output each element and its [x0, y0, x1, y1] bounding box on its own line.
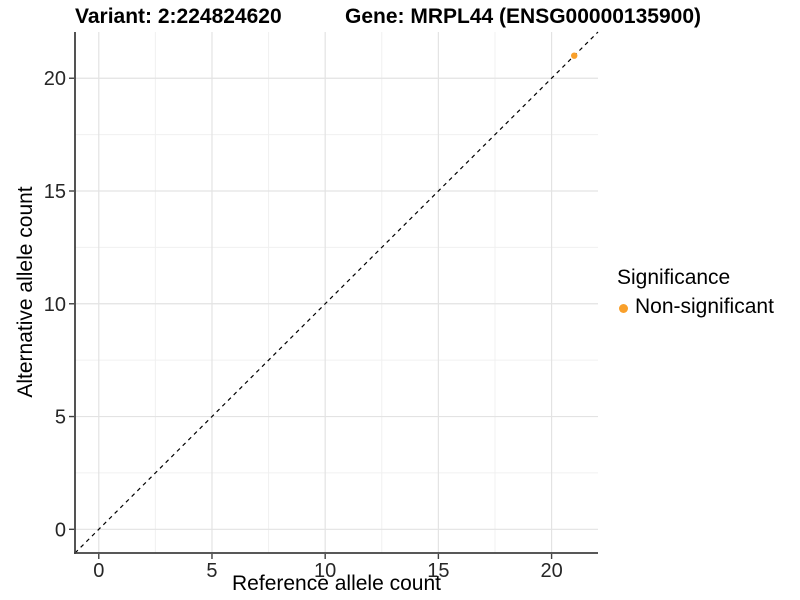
- x-tick-label: 15: [427, 560, 449, 582]
- x-tick-label: 10: [314, 560, 336, 582]
- data-points: [571, 52, 578, 59]
- x-tick-label: 5: [206, 560, 217, 582]
- axis-lines: [74, 32, 598, 554]
- identity-reference-line: [74, 31, 599, 554]
- y-axis-title: Alternative allele count: [14, 186, 37, 398]
- x-tick-labels: 0 5 10 15 20: [93, 560, 563, 582]
- x-tick-label: 0: [93, 560, 104, 582]
- y-tick-label: 5: [55, 407, 66, 429]
- legend-point-icon: [619, 303, 628, 313]
- y-tick-label: 10: [44, 294, 66, 316]
- variant-title: Variant: 2:224824620: [75, 5, 282, 28]
- gridlines-major: [75, 32, 598, 553]
- data-point: [571, 52, 578, 59]
- y-tick-label: 20: [44, 68, 66, 90]
- y-tick-label: 15: [44, 181, 66, 203]
- gridlines-minor: [75, 32, 598, 553]
- legend: Significance Non-significant: [617, 266, 774, 319]
- y-tick-labels: 0 5 10 15 20: [44, 68, 66, 541]
- legend-item: Non-significant: [617, 295, 774, 319]
- tick-marks: [69, 77, 553, 559]
- gene-title: Gene: MRPL44 (ENSG00000135900): [345, 5, 702, 28]
- x-axis-title: Reference allele count: [232, 572, 441, 595]
- y-tick-label: 0: [55, 519, 66, 541]
- reference-line: [74, 31, 599, 554]
- legend-item-label: Non-significant: [635, 295, 774, 318]
- x-tick-label: 20: [540, 560, 562, 582]
- legend-title: Significance: [617, 266, 731, 289]
